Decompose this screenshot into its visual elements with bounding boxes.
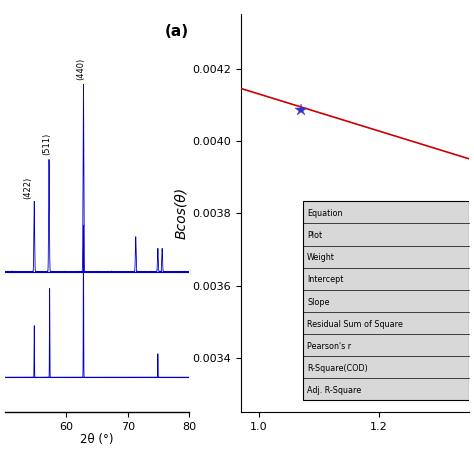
- Text: Adj. R-Square: Adj. R-Square: [307, 386, 361, 395]
- Text: R-Square(COD): R-Square(COD): [307, 364, 368, 373]
- Text: Plot: Plot: [307, 231, 322, 240]
- Text: (440): (440): [76, 57, 85, 80]
- Text: Pearson's r: Pearson's r: [307, 342, 351, 351]
- Text: Slope: Slope: [307, 298, 329, 307]
- Text: (422): (422): [24, 177, 33, 199]
- Text: Residual Sum of Square: Residual Sum of Square: [307, 319, 403, 328]
- Text: (a): (a): [165, 24, 190, 39]
- Y-axis label: Bcos(θ): Bcos(θ): [174, 187, 188, 239]
- X-axis label: 2θ (°): 2θ (°): [80, 434, 114, 447]
- Text: Weight: Weight: [307, 253, 335, 262]
- Text: (511): (511): [43, 133, 52, 155]
- Text: Equation: Equation: [307, 209, 343, 218]
- Text: Intercept: Intercept: [307, 275, 344, 284]
